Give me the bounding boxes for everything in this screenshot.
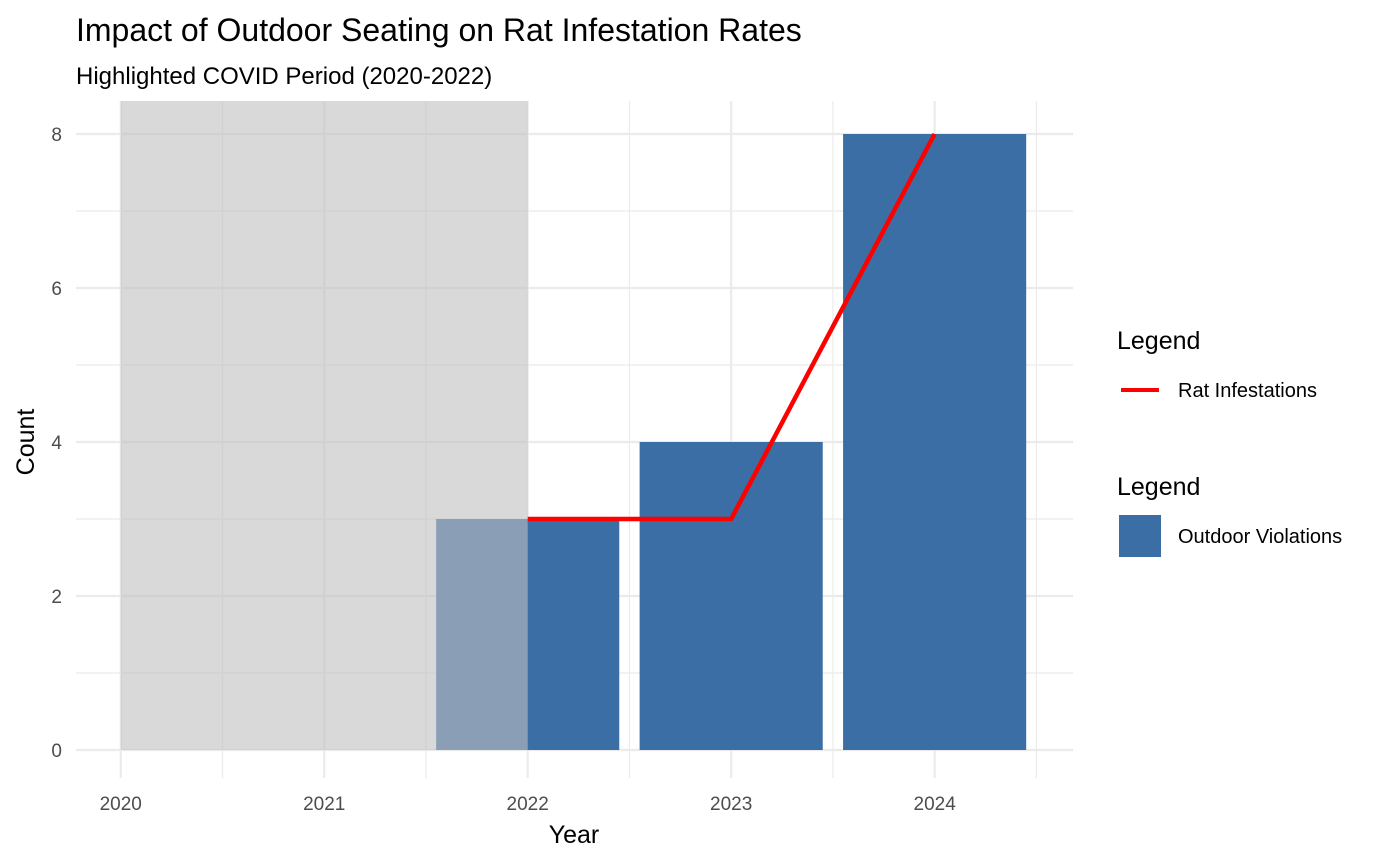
x-axis-ticks: 2020 2021 2022 2023 2024 [100,794,957,815]
bar-2023 [639,442,823,750]
legend-label-outdoor-violations: Outdoor Violations [1178,526,1342,548]
legend-title-2: Legend [1117,473,1200,501]
x-tick-label: 2022 [507,794,549,815]
legend-title-1: Legend [1117,327,1200,355]
x-tick-label: 2020 [100,794,142,815]
x-axis-title: Year [549,821,600,849]
y-axis-title: Count [12,409,40,476]
y-tick-label: 2 [51,587,62,608]
chart-subtitle: Highlighted COVID Period (2020-2022) [76,63,492,90]
x-tick-label: 2023 [710,794,752,815]
line-rat-infestations [527,132,937,522]
covid-highlight-region [120,101,528,750]
legend-box-key [1119,515,1161,557]
legend-outdoor-violations: Legend Outdoor Violations [1117,473,1342,557]
bar-2024 [843,134,1027,750]
chart-title: Impact of Outdoor Seating on Rat Infesta… [76,12,802,48]
y-tick-label: 6 [51,279,62,300]
y-tick-label: 8 [51,125,62,146]
y-tick-label: 4 [51,433,62,454]
x-tick-label: 2021 [303,794,345,815]
x-tick-label: 2024 [914,794,957,815]
highlight-layer [120,101,528,750]
y-tick-label: 0 [51,741,62,762]
legend-rat-infestations: Legend Rat Infestations [1117,327,1317,402]
legend-label-rat-infestations: Rat Infestations [1178,380,1317,402]
y-axis-ticks: 0 2 4 6 8 [51,125,62,762]
lines-layer [527,132,937,522]
